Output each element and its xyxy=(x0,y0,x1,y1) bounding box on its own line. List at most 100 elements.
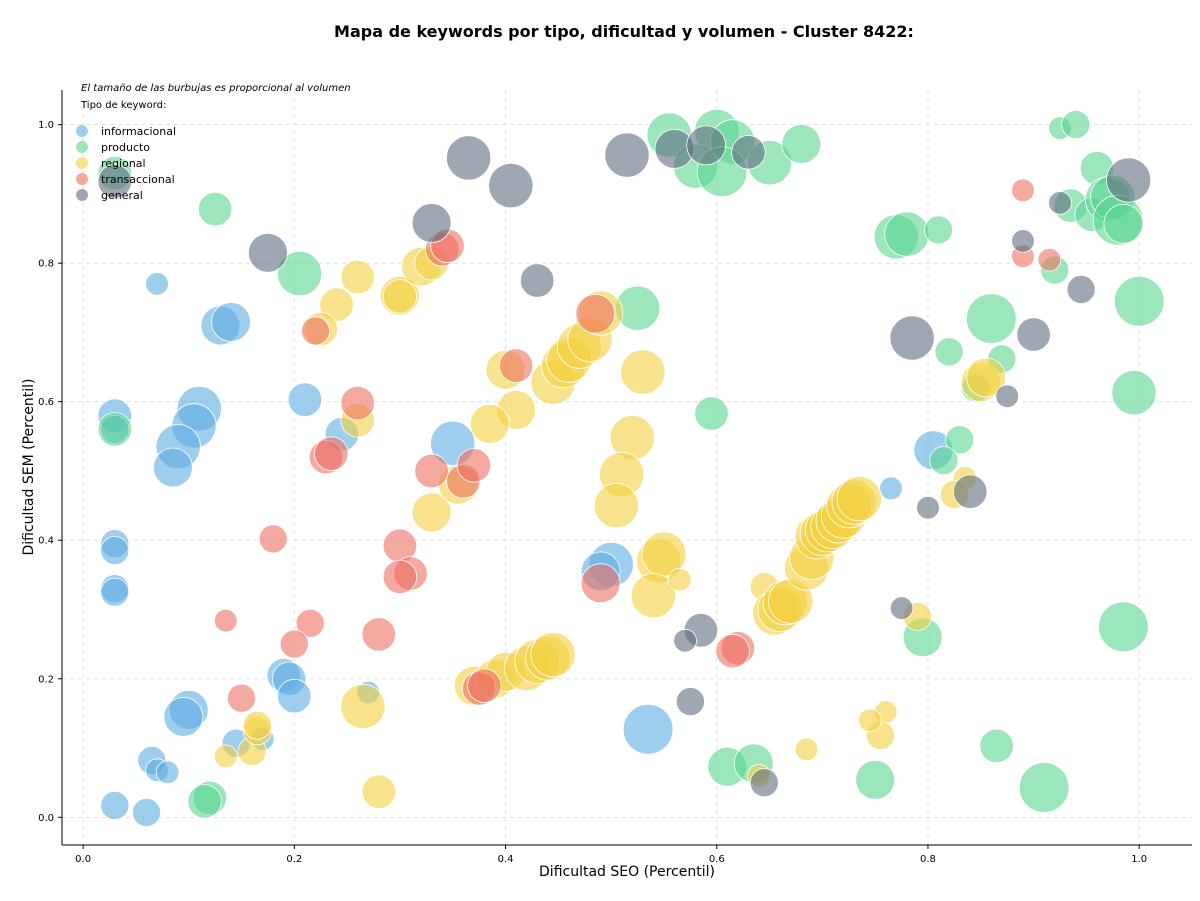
bubble-producto xyxy=(1018,762,1070,813)
bubble-regional xyxy=(411,492,452,533)
bubble-producto xyxy=(979,728,1014,764)
bubble-transaccional xyxy=(295,608,325,638)
legend-label-regional: regional xyxy=(101,157,146,170)
y-tick-label: 0.2 xyxy=(38,674,54,685)
legend-marker-informacional xyxy=(76,125,88,137)
x-tick-label: 0.2 xyxy=(286,854,302,865)
bubble-informacional xyxy=(155,760,180,785)
bubble-regional xyxy=(794,737,819,762)
bubble-regional xyxy=(667,567,692,592)
bubble-regional xyxy=(530,631,576,678)
legend-marker-regional xyxy=(76,157,88,169)
bubble-producto xyxy=(884,211,930,257)
bubble-transaccional xyxy=(580,563,621,604)
bubble-informacional xyxy=(163,697,204,737)
bubble-transaccional xyxy=(1011,178,1035,203)
bubble-regional xyxy=(242,710,272,740)
bubble-producto xyxy=(1061,110,1091,140)
legend-marker-producto xyxy=(76,141,88,153)
bubble-producto xyxy=(197,191,233,227)
bubble-regional xyxy=(340,259,375,295)
legend-label-informacional: informacional xyxy=(101,125,176,138)
x-axis-label: Dificultad SEO (Percentil) xyxy=(539,864,715,880)
bubble-informacional xyxy=(287,382,323,417)
bubble-general xyxy=(247,232,288,273)
bubble-regional xyxy=(319,287,354,322)
x-tick-label: 0.4 xyxy=(498,854,514,865)
bubble-regional xyxy=(382,279,418,314)
x-tick-label: 0.6 xyxy=(709,854,725,865)
bubble-general xyxy=(749,768,779,798)
y-axis-label: Dificultad SEM (Percentil) xyxy=(21,379,37,556)
bubble-general xyxy=(1011,229,1035,253)
bubble-general xyxy=(889,315,935,361)
bubble-informacional xyxy=(211,302,251,342)
bubble-producto xyxy=(855,760,896,800)
bubble-general xyxy=(488,163,534,209)
bubble-producto xyxy=(187,784,222,819)
x-tick-label: 0.0 xyxy=(75,854,91,865)
bubble-transaccional xyxy=(213,608,238,633)
bubble-informacional xyxy=(100,536,130,566)
bubble-transaccional xyxy=(414,453,449,489)
size-annotation: El tamaño de las burbujas es proporciona… xyxy=(81,83,351,94)
legend: informacional producto regional transaccion… xyxy=(76,125,176,202)
bubble-general xyxy=(1066,274,1096,304)
bubble-regional xyxy=(340,683,386,730)
legend-label-general: general xyxy=(101,189,143,202)
legend-label-transaccional: transaccional xyxy=(101,173,175,186)
x-tick-label: 1.0 xyxy=(1131,854,1147,865)
x-tick-label: 0.8 xyxy=(920,854,936,865)
y-tick-label: 0.8 xyxy=(38,259,54,270)
y-ticks: 0.0 0.2 0.4 0.6 0.8 1.0 xyxy=(38,120,62,824)
bubble-informacional xyxy=(152,447,193,488)
bubble-transaccional xyxy=(498,348,534,383)
bubble-general xyxy=(97,164,132,199)
legend-title: Tipo de keyword: xyxy=(80,100,166,111)
bubble-general xyxy=(673,628,697,653)
bubble-general xyxy=(445,135,492,181)
bubble-informacional xyxy=(277,678,312,714)
bubble-informacional xyxy=(622,703,674,755)
bubble-producto xyxy=(934,337,964,367)
x-ticks: 0.0 0.2 0.4 0.6 0.8 1.0 xyxy=(75,845,1147,865)
bubble-transaccional xyxy=(1037,247,1062,272)
bubble-general xyxy=(1016,317,1051,352)
bubble-general xyxy=(520,263,555,298)
y-tick-label: 0.0 xyxy=(38,813,54,824)
y-tick-label: 0.4 xyxy=(38,536,54,547)
bubble-transaccional xyxy=(382,559,418,595)
bubble-informacional xyxy=(100,791,130,821)
bubble-transaccional xyxy=(300,316,330,346)
bubble-transaccional xyxy=(467,668,502,703)
bubble-informacional xyxy=(131,797,161,827)
bubble-layer xyxy=(97,109,1165,827)
bubble-producto xyxy=(694,396,729,431)
bubble-transaccional xyxy=(226,683,256,713)
legend-marker-transaccional xyxy=(76,173,88,185)
bubble-regional xyxy=(593,482,640,529)
bubble-regional xyxy=(620,349,666,395)
bubble-regional xyxy=(213,744,238,769)
bubble-general xyxy=(995,384,1019,409)
bubble-producto xyxy=(97,412,132,447)
bubble-informacional xyxy=(879,476,903,501)
bubble-producto xyxy=(965,293,1017,344)
bubble-general xyxy=(1048,191,1072,215)
bubble-informacional xyxy=(145,272,169,296)
bubble-transaccional xyxy=(340,385,375,421)
bubble-producto xyxy=(1111,370,1157,416)
bubble-transaccional xyxy=(361,617,396,652)
bubble-general xyxy=(889,596,914,620)
bubble-regional xyxy=(630,572,677,619)
bubble-transaccional xyxy=(279,629,309,659)
bubble-producto xyxy=(1103,203,1144,244)
bubble-transaccional xyxy=(258,524,288,554)
y-tick-label: 1.0 xyxy=(38,120,54,131)
bubble-transaccional xyxy=(456,448,492,483)
bubble-general xyxy=(916,495,940,520)
bubble-general xyxy=(675,687,705,717)
bubble-general xyxy=(1106,157,1152,203)
legend-marker-general xyxy=(76,189,88,201)
